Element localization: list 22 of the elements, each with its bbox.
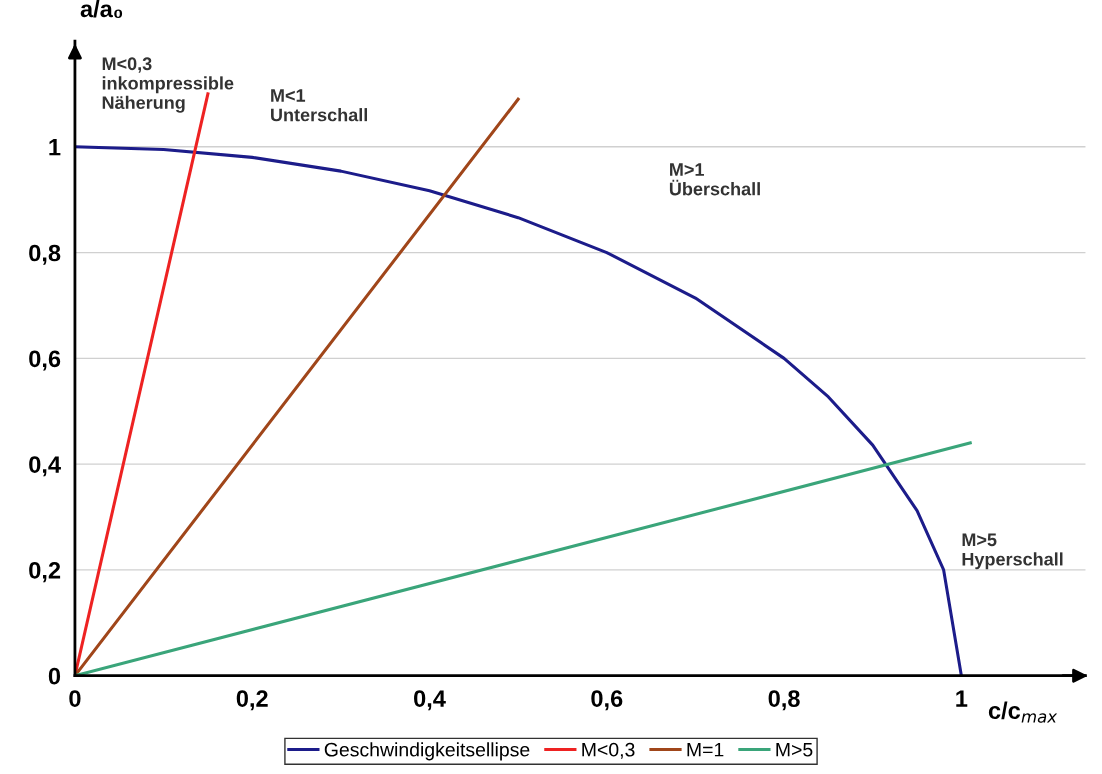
y-tick-label: 0,4 <box>29 456 61 477</box>
y-tick-label: 1 <box>49 139 61 156</box>
x-axis-title: c/c$_{max}$ <box>988 701 1058 723</box>
y-tick-label: 0 <box>48 667 61 685</box>
y-tick-label: 0,6 <box>29 350 61 371</box>
annotation: M>5 Hyperschall <box>962 533 1063 570</box>
annotation: M<1 Unterschall <box>271 89 368 122</box>
y-axis-title: a/a₀ <box>80 0 123 18</box>
x-tick-label: 0 <box>69 690 81 707</box>
annotation: M>1 Überschall <box>669 163 760 196</box>
legend-label: M>5 <box>776 742 813 757</box>
x-tick-label: 0,2 <box>236 690 268 711</box>
x-tick-label: 1 <box>956 690 968 707</box>
x-tick-label: 0,6 <box>591 690 623 711</box>
y-tick-label: 0,2 <box>29 561 61 583</box>
y-tick-label: 0,8 <box>29 244 61 265</box>
legend-label: Geschwindigkeitsellipse <box>324 742 530 761</box>
legend-label: M=1 <box>687 742 724 757</box>
legend-label: M<0,3 <box>582 742 635 759</box>
x-tick-label: 0,4 <box>414 690 446 711</box>
x-tick-label: 0,8 <box>768 690 800 711</box>
annotation: M<0,3 inkompressible Näherung <box>102 57 234 113</box>
